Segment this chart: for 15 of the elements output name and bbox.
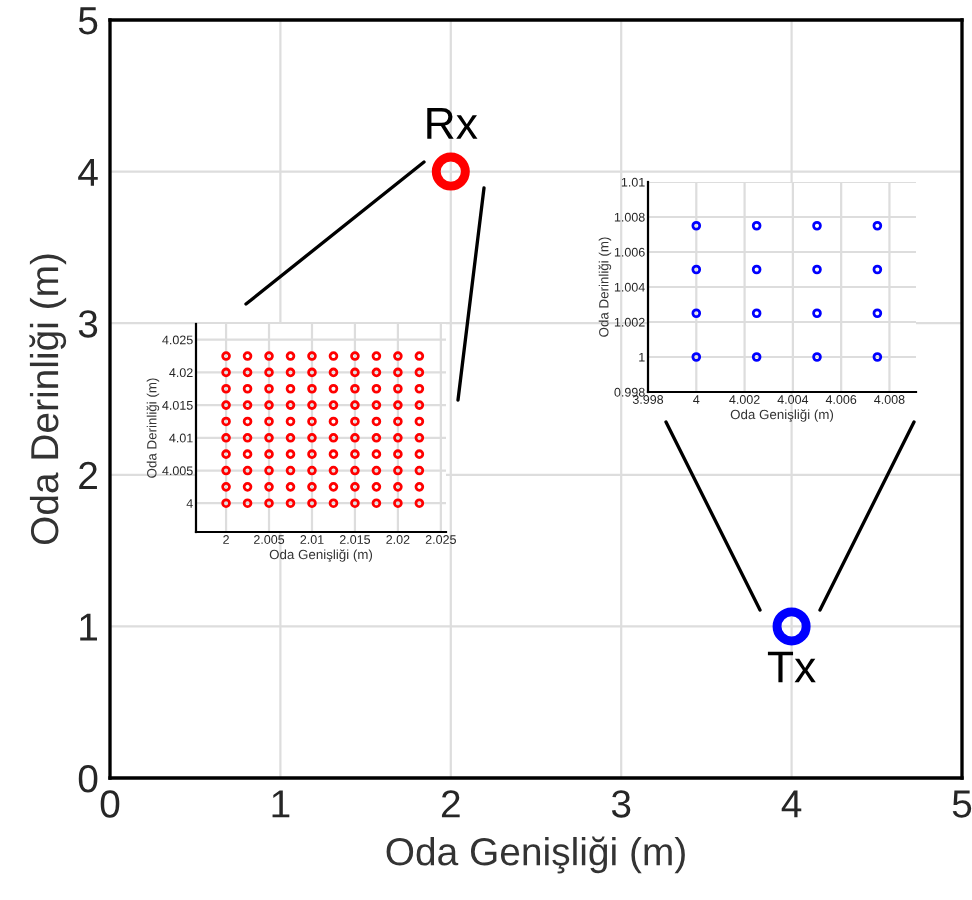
x-tick-label: 2	[441, 790, 460, 818]
y-tick-label: 4	[78, 158, 98, 186]
x-tick-label: 5	[952, 790, 972, 818]
x-tick-label: 1	[272, 790, 290, 818]
x-axis-title: Oda Genişliği (m)	[386, 836, 685, 874]
series-label: Tx	[767, 651, 816, 683]
x-tick-label: 0	[100, 790, 120, 818]
y-tick-label: 2	[79, 461, 97, 489]
y-tick-label: 1	[80, 613, 97, 641]
y-tick-label: 3	[78, 310, 98, 338]
series-label: Rx	[427, 108, 478, 139]
y-tick-label: 5	[78, 7, 98, 35]
y-tick-label: 0	[78, 764, 98, 793]
y-axis-title: Oda Derinliği (m)	[29, 254, 67, 545]
x-tick-label: 4	[781, 790, 802, 818]
